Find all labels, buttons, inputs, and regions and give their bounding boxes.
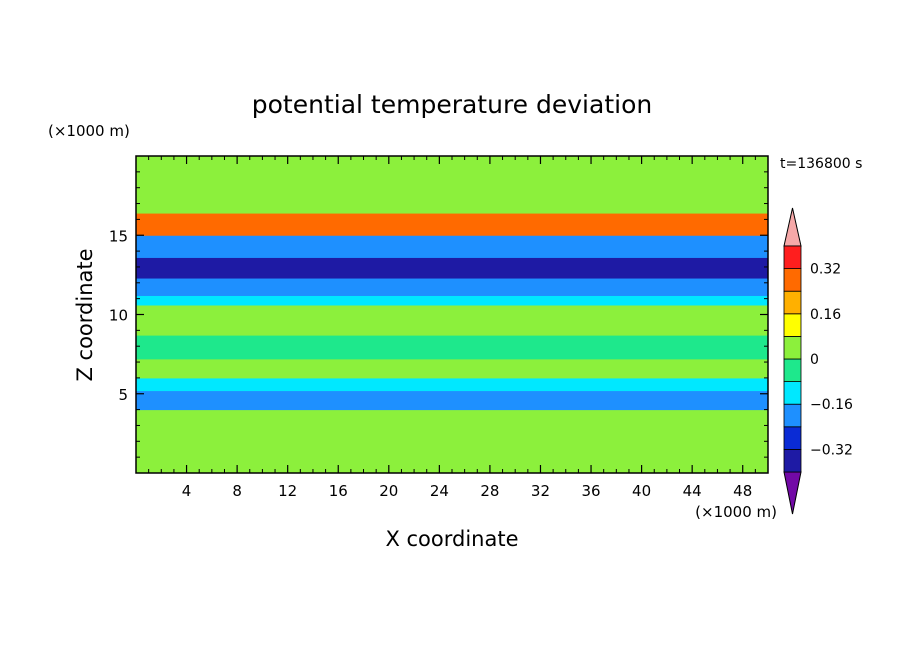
x-tick-label-5: 24 bbox=[430, 482, 449, 500]
y-axis: 5 10 15 bbox=[109, 171, 768, 458]
x-tick-label-11: 48 bbox=[733, 482, 752, 500]
y-tick-label-2: 15 bbox=[109, 227, 128, 245]
x-tick-label-8: 36 bbox=[581, 482, 600, 500]
colorbar-label-2: 0 bbox=[810, 352, 819, 368]
contour-band-11 bbox=[136, 213, 768, 236]
contour-band-12 bbox=[136, 190, 768, 214]
colorbar-bottom-arrow bbox=[783, 471, 802, 515]
x-tick-label-4: 20 bbox=[379, 482, 398, 500]
colorbar-segment-0 bbox=[783, 448, 802, 473]
colorbar-segment-6 bbox=[783, 313, 802, 337]
x-unit-label: (×1000 m) bbox=[695, 503, 777, 521]
contour-band-1 bbox=[136, 409, 768, 458]
contour-band-3 bbox=[136, 377, 768, 392]
x-tick-label-10: 44 bbox=[683, 482, 702, 500]
x-tick-label-2: 12 bbox=[278, 482, 297, 500]
contour-band-6 bbox=[136, 304, 768, 336]
colorbar-segment-2 bbox=[783, 403, 802, 428]
time-label: t=136800 s bbox=[780, 156, 862, 172]
y-tick-label-0: 5 bbox=[118, 386, 128, 404]
colorbar-segment-3 bbox=[783, 381, 802, 405]
contour-band-8 bbox=[136, 278, 768, 296]
colorbar-segment-4 bbox=[783, 358, 802, 383]
chart-title: potential temperature deviation bbox=[252, 90, 652, 119]
contour-band-0 bbox=[136, 457, 768, 473]
colorbar-top-arrow bbox=[783, 207, 802, 247]
contour-band-5 bbox=[136, 335, 768, 360]
colorbar-label-4: −0.32 bbox=[810, 442, 853, 458]
colorbar-label-0: 0.32 bbox=[810, 262, 841, 278]
colorbar-segment-5 bbox=[783, 335, 802, 360]
contour-band-2 bbox=[136, 390, 768, 411]
plot-area bbox=[136, 156, 768, 473]
x-tick-label-6: 28 bbox=[480, 482, 499, 500]
colorbar-segment-7 bbox=[783, 290, 802, 315]
contour-band-13 bbox=[136, 156, 768, 192]
y-axis-label: Z coordinate bbox=[73, 248, 97, 381]
y-tick-label-1: 10 bbox=[109, 307, 128, 325]
contour-band-7 bbox=[136, 295, 768, 306]
y-unit-label: (×1000 m) bbox=[48, 122, 130, 140]
x-tick-label-7: 32 bbox=[531, 482, 550, 500]
x-axis-label: X coordinate bbox=[385, 527, 518, 551]
x-tick-label-3: 16 bbox=[329, 482, 348, 500]
x-axis: 4 8 12 16 20 24 28 32 36 40 44 48 bbox=[148, 156, 756, 500]
contour-band-10 bbox=[136, 235, 768, 258]
x-tick-label-1: 8 bbox=[232, 482, 242, 500]
contour-band-4 bbox=[136, 358, 768, 379]
colorbar: 0.32 0.16 0 −0.16 −0.32 bbox=[783, 207, 853, 515]
x-tick-label-0: 4 bbox=[182, 482, 192, 500]
colorbar-label-3: −0.16 bbox=[810, 397, 853, 413]
colorbar-segment-8 bbox=[783, 268, 802, 292]
colorbar-label-1: 0.16 bbox=[810, 307, 841, 323]
contour-band-9 bbox=[136, 257, 768, 279]
colorbar-segment-9 bbox=[783, 245, 802, 270]
colorbar-segment-1 bbox=[783, 426, 802, 450]
x-tick-label-9: 40 bbox=[632, 482, 651, 500]
